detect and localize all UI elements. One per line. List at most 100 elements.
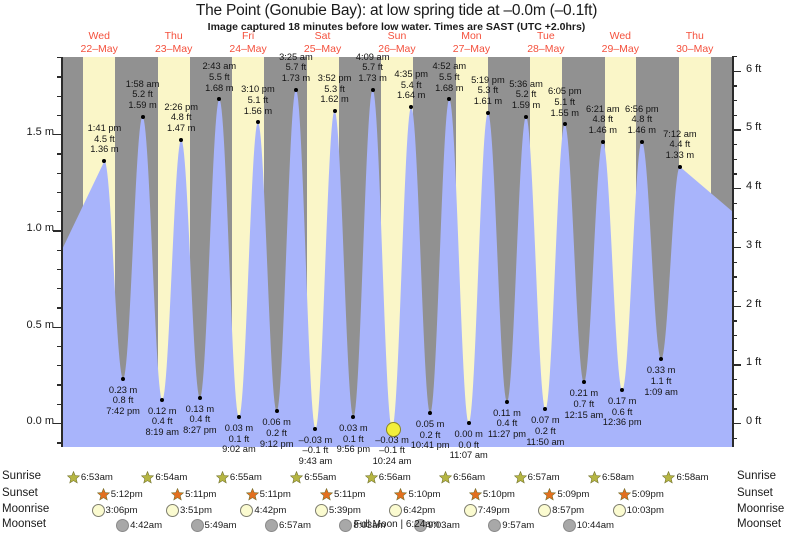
moonrise-icon <box>314 504 328 517</box>
tide-m: –0.03 m <box>298 434 333 445</box>
tide-m: 0.03 m <box>224 423 254 434</box>
right-tick <box>732 290 737 293</box>
tide-extreme-dot <box>332 108 337 113</box>
left-tick <box>57 345 62 348</box>
tide-ft: 5.3 ft <box>477 85 499 96</box>
right-tick <box>732 85 737 87</box>
tide-m: 0.17 m <box>607 396 637 407</box>
astro-moonrise-6: 8:57pm <box>538 504 584 517</box>
day-header-7: Wed 29–May <box>563 30 677 55</box>
day-header-0: Wed 22–May <box>42 30 156 55</box>
tide-time: 3:52 pm <box>317 72 352 83</box>
tide-label-low: 0.17 m 0.6 ft 12:36 pm <box>590 396 654 428</box>
tide-time: 9:56 pm <box>336 444 371 455</box>
astro-time: 3:51pm <box>179 505 212 516</box>
left-tick <box>57 114 62 117</box>
right-axis-label: 0 ft <box>746 414 762 427</box>
tide-time: 5:19 pm <box>471 74 505 85</box>
tide-label-low: 0.21 m 0.7 ft 12:15 am <box>552 388 616 420</box>
astro-moonrise-2: 4:42pm <box>240 504 286 517</box>
tide-ft: 5.5 ft <box>438 71 460 82</box>
day-date: 26–May <box>378 42 416 55</box>
tide-ft: 0.1 ft <box>343 433 364 444</box>
right-tick <box>732 437 737 439</box>
day-date: 29–May <box>601 42 639 55</box>
tide-label-high: 6:05 pm 5.1 ft 1.55 m <box>533 86 597 118</box>
tide-m: 1.61 m <box>473 96 503 107</box>
astro-time: 5:09pm <box>631 489 664 500</box>
star-icon <box>543 488 557 501</box>
left-tick <box>57 57 62 59</box>
astro-time: 6:55am <box>229 472 262 483</box>
astro-moonset-2: 6:57am <box>264 519 311 532</box>
moonset-icon <box>488 519 502 532</box>
tide-time: 4:35 pm <box>394 69 428 80</box>
tide-time: 7:42 pm <box>106 405 140 416</box>
right-tick <box>732 56 737 58</box>
tide-label-high: 4:35 pm 5.4 ft 1.64 m <box>379 69 443 101</box>
tide-extreme-dot <box>274 409 279 414</box>
astro-time: 6:57am <box>278 520 311 531</box>
astro-sunrise-6: 6:57am <box>513 471 560 484</box>
moonrise-icon <box>612 504 626 517</box>
astro-time: 5:49am <box>204 520 237 531</box>
astro-time: 9:57am <box>502 520 535 531</box>
star-icon <box>66 471 80 484</box>
tide-m: 0.13 m <box>185 403 215 414</box>
tide-label-low: 0.23 m 0.8 ft 7:42 pm <box>91 385 155 417</box>
tide-label-high: 5:36 am 5.2 ft 1.59 m <box>494 79 558 111</box>
left-tick <box>57 442 62 444</box>
tide-ft: 5.1 ft <box>554 97 576 107</box>
tide-time: 5:36 am <box>509 78 543 89</box>
tide-label-high: 3:25 am 5.7 ft 1.73 m <box>264 52 328 84</box>
left-axis-label: 1.0 m <box>26 222 54 235</box>
day-header-6: Tue 28–May <box>489 30 603 55</box>
day-weekday: Thu <box>685 30 704 42</box>
day-date: 25–May <box>303 42 342 55</box>
tide-label-high: 5:19 pm 5.3 ft 1.61 m <box>456 75 520 107</box>
right-tick <box>732 334 737 337</box>
left-tick <box>57 153 62 155</box>
tide-ft: 0.2 ft <box>266 427 287 438</box>
tide-m: 1.46 m <box>627 124 657 135</box>
tide-ft: 1.1 ft <box>650 375 672 386</box>
tide-label-low: 0.06 m 0.2 ft 9:12 pm <box>245 417 309 449</box>
day-date: 23–May <box>154 42 193 55</box>
astro-time: 4:42am <box>130 520 163 531</box>
right-tick <box>732 261 737 263</box>
astro-time: 6:56am <box>378 472 411 483</box>
tide-ft: 0.6 ft <box>611 406 633 417</box>
left-tick <box>57 172 62 174</box>
right-axis-label: 6 ft <box>746 62 762 75</box>
tide-m: 0.11 m <box>493 407 521 418</box>
right-tick <box>732 158 737 161</box>
tide-label-high: 1:41 pm 4.5 ft 1.36 m <box>72 123 136 155</box>
left-axis-label: 0.0 m <box>26 414 54 427</box>
tide-ft: 0.2 ft <box>419 429 441 440</box>
tide-extreme-dot <box>562 122 567 127</box>
tide-extreme-dot <box>639 139 644 144</box>
tide-label-low: 0.12 m 0.4 ft 8:19 am <box>130 406 194 438</box>
tide-time: 11:07 am <box>449 450 488 461</box>
tide-time: 8:19 am <box>145 427 180 437</box>
astro-sunset-4: 5:10pm <box>394 488 440 501</box>
astro-sunrise-1: 6:54am <box>141 471 187 484</box>
right-tick <box>732 246 741 249</box>
day-header-8: Thu 30–May <box>638 30 752 55</box>
right-tick <box>732 100 737 102</box>
tide-ft: 0.8 ft <box>112 395 134 406</box>
left-tick <box>57 365 62 367</box>
astro-row-label-moonrise: Moonrise <box>737 503 785 515</box>
moonset-icon <box>116 519 130 532</box>
astro-time: 10:44am <box>576 520 615 531</box>
day-date: 30–May <box>676 42 714 55</box>
moonset-icon <box>562 519 576 532</box>
tide-label-low: 0.05 m 0.2 ft 10:41 pm <box>398 419 462 451</box>
left-tick <box>57 403 62 406</box>
right-tick <box>732 378 737 381</box>
tide-m: 0.06 m <box>262 417 291 428</box>
astro-time: 7:49pm <box>477 505 510 516</box>
star-icon <box>617 488 631 501</box>
tide-m: 1.55 m <box>550 107 579 118</box>
astro-time: 8:03am <box>353 520 386 531</box>
